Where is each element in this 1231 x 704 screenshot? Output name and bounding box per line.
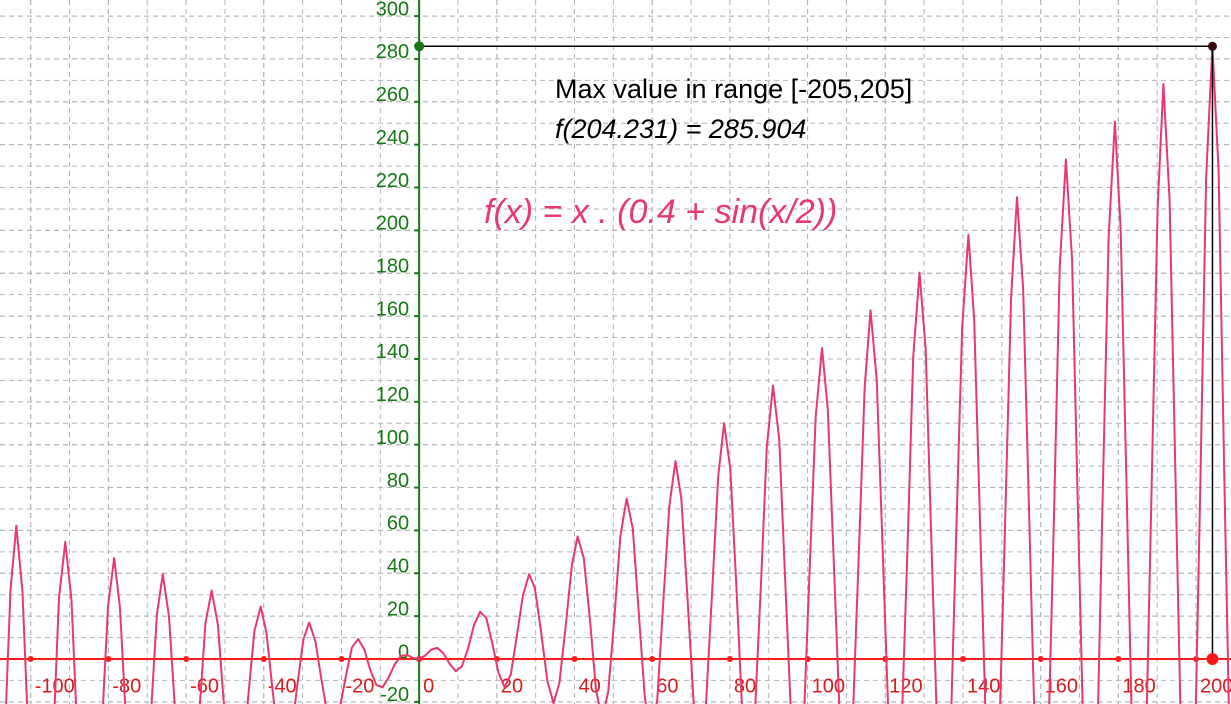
x-tick-label: 120 xyxy=(889,675,922,697)
x-tick-label: -40 xyxy=(268,675,297,697)
y-tick-label: 260 xyxy=(376,84,409,106)
y-tick-label: 140 xyxy=(376,341,409,363)
y-tick-label: 280 xyxy=(376,41,409,63)
annotation-value: f(204.231) = 285.904 xyxy=(555,114,806,144)
x-tick-mark xyxy=(260,655,267,662)
annotation-title: Max value in range [-205,205] xyxy=(555,74,912,104)
x-tick-label: 160 xyxy=(1045,675,1078,697)
x-tick-label: 140 xyxy=(967,675,1000,697)
y-tick-label: 120 xyxy=(376,384,409,406)
y-tick-label: 300 xyxy=(376,0,409,20)
y-tick-label: -20 xyxy=(380,684,409,704)
y-tick-label: 0 xyxy=(398,641,409,663)
function-label: f(x) = x . (0.4 + sin(x/2)) xyxy=(484,193,837,231)
x-tick-label: -80 xyxy=(112,675,141,697)
y-tick-label: 80 xyxy=(387,470,409,492)
y-tick-label: 240 xyxy=(376,127,409,149)
x-tick-label: 0 xyxy=(423,675,434,697)
x-tick-label: 100 xyxy=(812,675,845,697)
x-tick-label: 200 xyxy=(1200,675,1231,697)
x-tick-mark xyxy=(571,655,578,662)
x-tick-mark xyxy=(105,655,112,662)
y-tick-label: 60 xyxy=(387,513,409,535)
x-tick-mark xyxy=(959,655,966,662)
curve xyxy=(5,45,1230,704)
x-tick-mark xyxy=(726,655,733,662)
y-tick-label: 180 xyxy=(376,256,409,278)
y-tick-label: 20 xyxy=(387,598,409,620)
max-x-point xyxy=(1206,652,1219,665)
x-tick-label: 180 xyxy=(1122,675,1155,697)
y-tick-label: 160 xyxy=(376,298,409,320)
y-tick-label: 200 xyxy=(376,213,409,235)
max-y-point xyxy=(414,41,425,52)
x-tick-label: 20 xyxy=(501,675,523,697)
x-tick-label: -20 xyxy=(345,675,374,697)
y-tick-label: 40 xyxy=(387,556,409,578)
x-tick-mark xyxy=(649,655,656,662)
max-point xyxy=(1207,41,1217,51)
x-tick-mark xyxy=(1037,655,1044,662)
x-tick-mark xyxy=(1115,655,1122,662)
x-tick-mark xyxy=(27,655,34,662)
x-tick-label: 60 xyxy=(656,675,678,697)
x-tick-label: 80 xyxy=(734,675,756,697)
y-tick-label: 220 xyxy=(376,170,409,192)
x-tick-mark xyxy=(183,655,190,662)
y-tick-label: 100 xyxy=(376,427,409,449)
x-tick-label: -60 xyxy=(190,675,219,697)
x-tick-mark xyxy=(338,655,345,662)
